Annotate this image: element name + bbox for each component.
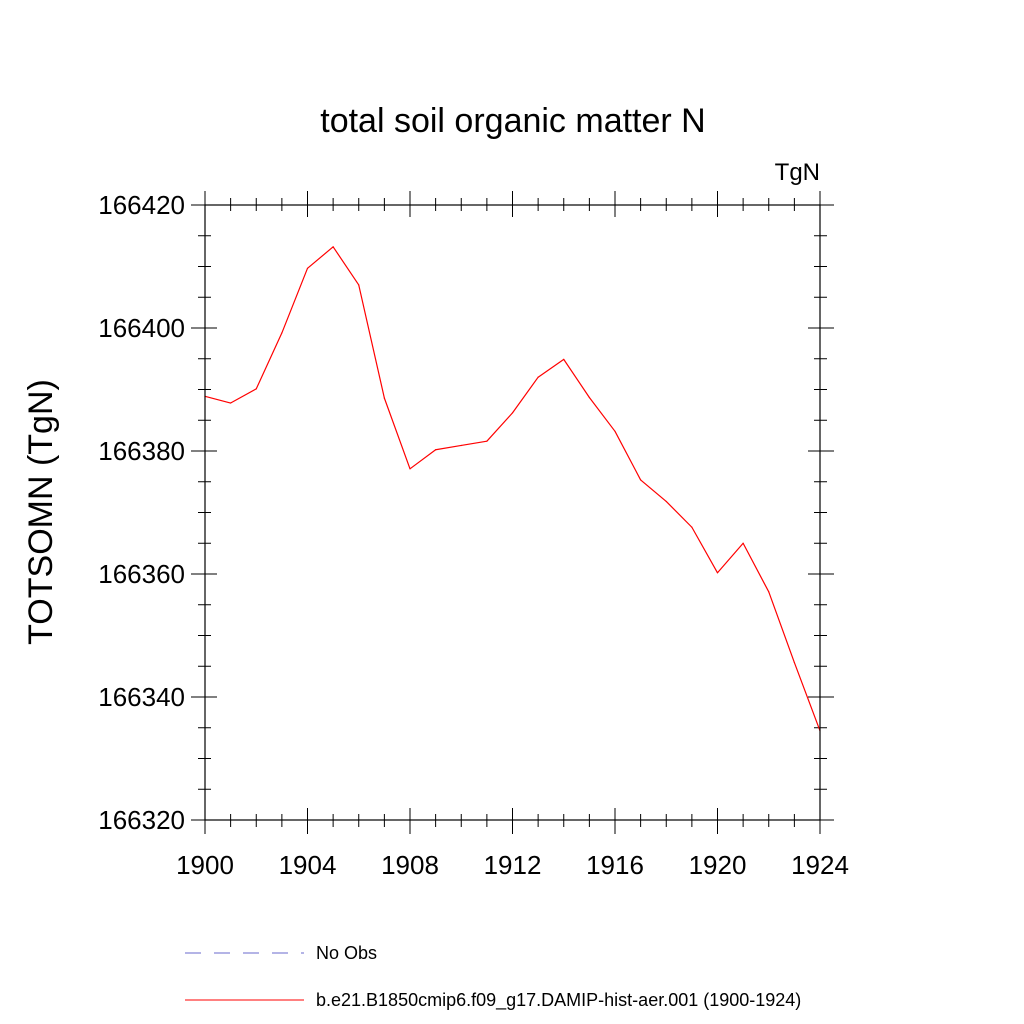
data-point	[486, 440, 488, 442]
data-point	[742, 542, 744, 544]
data-point	[665, 500, 667, 503]
data-point	[383, 397, 385, 399]
y-tick-label: 166400	[98, 313, 185, 343]
data-point	[460, 444, 462, 447]
x-tick-label: 1912	[484, 850, 542, 880]
x-tick-label: 1916	[586, 850, 644, 880]
data-point	[230, 402, 232, 404]
data-point	[306, 267, 309, 269]
x-tick-label: 1900	[176, 850, 234, 880]
data-point	[691, 526, 693, 528]
series-layer	[204, 246, 821, 732]
data-point	[716, 572, 719, 574]
legend-label: b.e21.B1850cmip6.f09_g17.DAMIP-hist-aer.…	[316, 990, 801, 1011]
data-point	[255, 388, 257, 390]
y-axis-label: TOTSOMN (TgN)	[22, 379, 60, 645]
y-tick-label: 166420	[98, 190, 185, 220]
data-point	[358, 284, 360, 286]
data-point	[537, 376, 539, 378]
x-tick-label: 1908	[381, 850, 439, 880]
x-tick-label: 1924	[791, 850, 849, 880]
legend: No Obs b.e21.B1850cmip6.f09_g17.DAMIP-his…	[185, 943, 801, 1011]
x-tick-label: 1920	[689, 850, 747, 880]
chart-title: total soil organic matter N	[320, 102, 706, 140]
x-tick-label: 1904	[279, 850, 337, 880]
data-point	[435, 449, 437, 451]
units-label: TgN	[775, 159, 820, 186]
legend-label: No Obs	[316, 943, 377, 963]
y-tick-label: 166320	[98, 805, 185, 835]
data-point	[511, 412, 514, 414]
y-tick-label: 166340	[98, 682, 185, 712]
data-point	[640, 479, 642, 481]
data-point	[281, 332, 283, 334]
tick-labels: 1900 1904 1908 1912 1916 1920 1924 166320 166340…	[98, 190, 849, 880]
series-line	[204, 246, 821, 732]
data-point	[588, 396, 590, 399]
plot-frame	[204, 204, 821, 821]
data-point	[563, 358, 565, 360]
data-point	[332, 246, 334, 248]
y-tick-label: 166380	[98, 436, 185, 466]
data-point	[768, 591, 770, 593]
y-tick-label: 166360	[98, 559, 185, 589]
data-point	[409, 468, 411, 470]
data-point	[614, 430, 616, 432]
axis-ticks	[191, 191, 834, 834]
data-point	[793, 661, 795, 664]
